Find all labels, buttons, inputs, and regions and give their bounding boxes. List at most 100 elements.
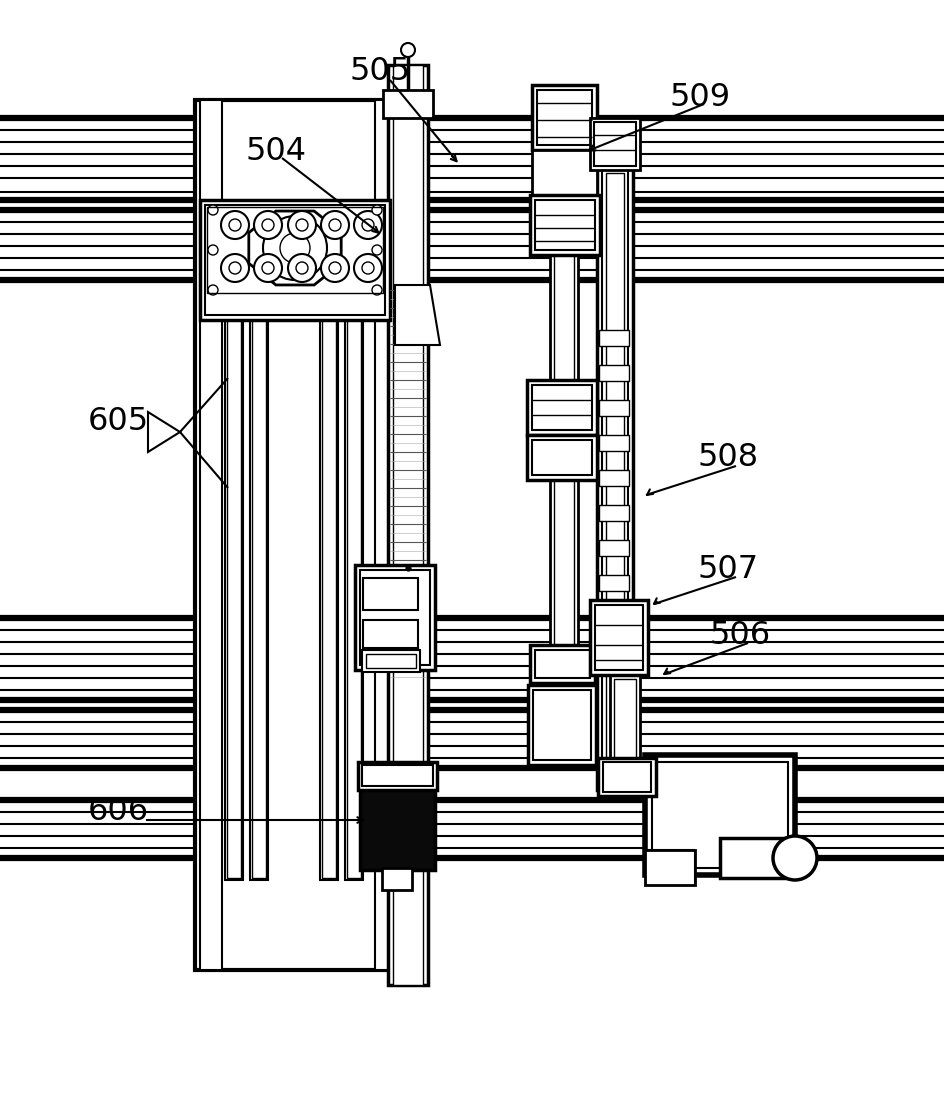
Text: 605: 605 xyxy=(88,406,149,437)
Bar xyxy=(533,690,591,761)
Bar xyxy=(614,679,636,775)
Bar xyxy=(358,762,437,790)
Bar xyxy=(0,142,944,154)
Bar xyxy=(0,234,944,246)
Circle shape xyxy=(208,284,218,294)
Bar xyxy=(0,258,944,270)
Bar xyxy=(537,90,592,145)
Bar xyxy=(599,575,629,591)
Bar xyxy=(252,292,266,878)
Bar xyxy=(0,836,944,848)
Circle shape xyxy=(296,262,308,275)
Circle shape xyxy=(329,219,341,231)
Circle shape xyxy=(321,211,349,239)
Bar xyxy=(599,365,629,381)
Bar xyxy=(320,290,338,880)
Circle shape xyxy=(229,262,241,275)
Circle shape xyxy=(262,262,274,275)
Bar xyxy=(388,65,428,985)
Text: 504: 504 xyxy=(245,136,306,167)
Bar xyxy=(590,600,648,675)
Circle shape xyxy=(208,245,218,255)
Bar xyxy=(606,173,624,782)
Bar xyxy=(652,762,788,868)
Bar xyxy=(0,710,944,722)
Text: 509: 509 xyxy=(670,83,731,114)
Bar xyxy=(602,169,628,786)
Circle shape xyxy=(254,211,282,239)
Bar xyxy=(362,650,420,672)
Bar xyxy=(595,606,643,670)
Bar xyxy=(532,439,592,475)
Bar xyxy=(195,100,405,970)
Bar xyxy=(590,118,640,170)
Bar xyxy=(532,385,592,430)
Bar xyxy=(598,758,656,796)
Bar xyxy=(205,205,385,315)
Bar xyxy=(366,654,416,668)
Bar xyxy=(527,435,597,480)
Bar xyxy=(225,290,243,880)
Circle shape xyxy=(262,219,274,231)
Bar xyxy=(530,195,600,255)
Bar xyxy=(720,838,800,878)
Bar xyxy=(599,540,629,556)
Bar xyxy=(227,292,241,878)
Circle shape xyxy=(401,43,415,56)
Bar xyxy=(599,470,629,486)
Text: 506: 506 xyxy=(710,621,771,652)
Circle shape xyxy=(372,205,382,215)
Bar xyxy=(0,154,944,166)
Bar xyxy=(645,850,695,884)
Bar xyxy=(599,505,629,521)
Bar xyxy=(393,65,423,985)
Bar xyxy=(383,90,433,118)
Bar xyxy=(200,100,222,970)
Bar xyxy=(0,642,944,654)
Text: 508: 508 xyxy=(698,443,759,474)
Bar xyxy=(360,570,430,665)
Bar xyxy=(363,578,418,610)
Circle shape xyxy=(329,262,341,275)
Bar xyxy=(0,722,944,734)
Bar xyxy=(200,200,390,320)
Bar xyxy=(554,255,574,765)
Bar xyxy=(0,210,944,223)
Bar xyxy=(345,290,363,880)
Circle shape xyxy=(288,211,316,239)
Bar xyxy=(355,565,435,670)
Bar xyxy=(0,746,944,758)
Bar xyxy=(0,734,944,746)
Bar xyxy=(535,200,595,250)
Bar xyxy=(0,118,944,130)
Bar xyxy=(0,666,944,677)
Circle shape xyxy=(254,254,282,282)
Bar xyxy=(0,618,944,630)
Bar xyxy=(610,675,640,775)
Bar xyxy=(0,178,944,192)
Bar xyxy=(0,166,944,178)
Circle shape xyxy=(362,262,374,275)
Bar xyxy=(382,868,412,890)
Text: 505: 505 xyxy=(350,56,412,87)
Polygon shape xyxy=(249,211,341,284)
Bar xyxy=(322,292,336,878)
Circle shape xyxy=(280,232,310,263)
Circle shape xyxy=(773,836,817,880)
Bar xyxy=(0,824,944,836)
Bar xyxy=(532,151,597,195)
Bar xyxy=(362,765,433,786)
Bar xyxy=(0,813,944,824)
Bar xyxy=(528,685,596,765)
Circle shape xyxy=(263,216,327,280)
Bar xyxy=(0,654,944,666)
Circle shape xyxy=(372,245,382,255)
Bar xyxy=(645,755,795,875)
Bar xyxy=(550,255,578,765)
Bar xyxy=(0,677,944,690)
Circle shape xyxy=(354,254,382,282)
Circle shape xyxy=(354,211,382,239)
Bar xyxy=(599,435,629,451)
Bar xyxy=(250,290,268,880)
Bar xyxy=(535,650,590,677)
